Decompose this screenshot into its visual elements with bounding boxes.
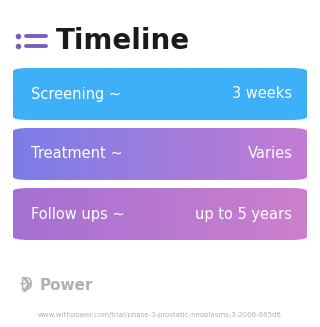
Text: Screening ~: Screening ~ [31, 87, 121, 101]
Text: Varies: Varies [247, 146, 292, 162]
Text: ❯: ❯ [20, 278, 33, 292]
Text: Timeline: Timeline [56, 27, 190, 55]
Text: up to 5 years: up to 5 years [196, 206, 292, 221]
Text: Treatment ~: Treatment ~ [31, 146, 122, 162]
Text: www.withpower.com/trial/phase-3-prostatic-neoplasms-3-2006-665d6: www.withpower.com/trial/phase-3-prostati… [38, 312, 282, 318]
Text: Follow ups ~: Follow ups ~ [31, 206, 124, 221]
Text: Ð: Ð [20, 276, 33, 294]
Text: 3 weeks: 3 weeks [232, 87, 292, 101]
Text: Power: Power [40, 278, 93, 292]
